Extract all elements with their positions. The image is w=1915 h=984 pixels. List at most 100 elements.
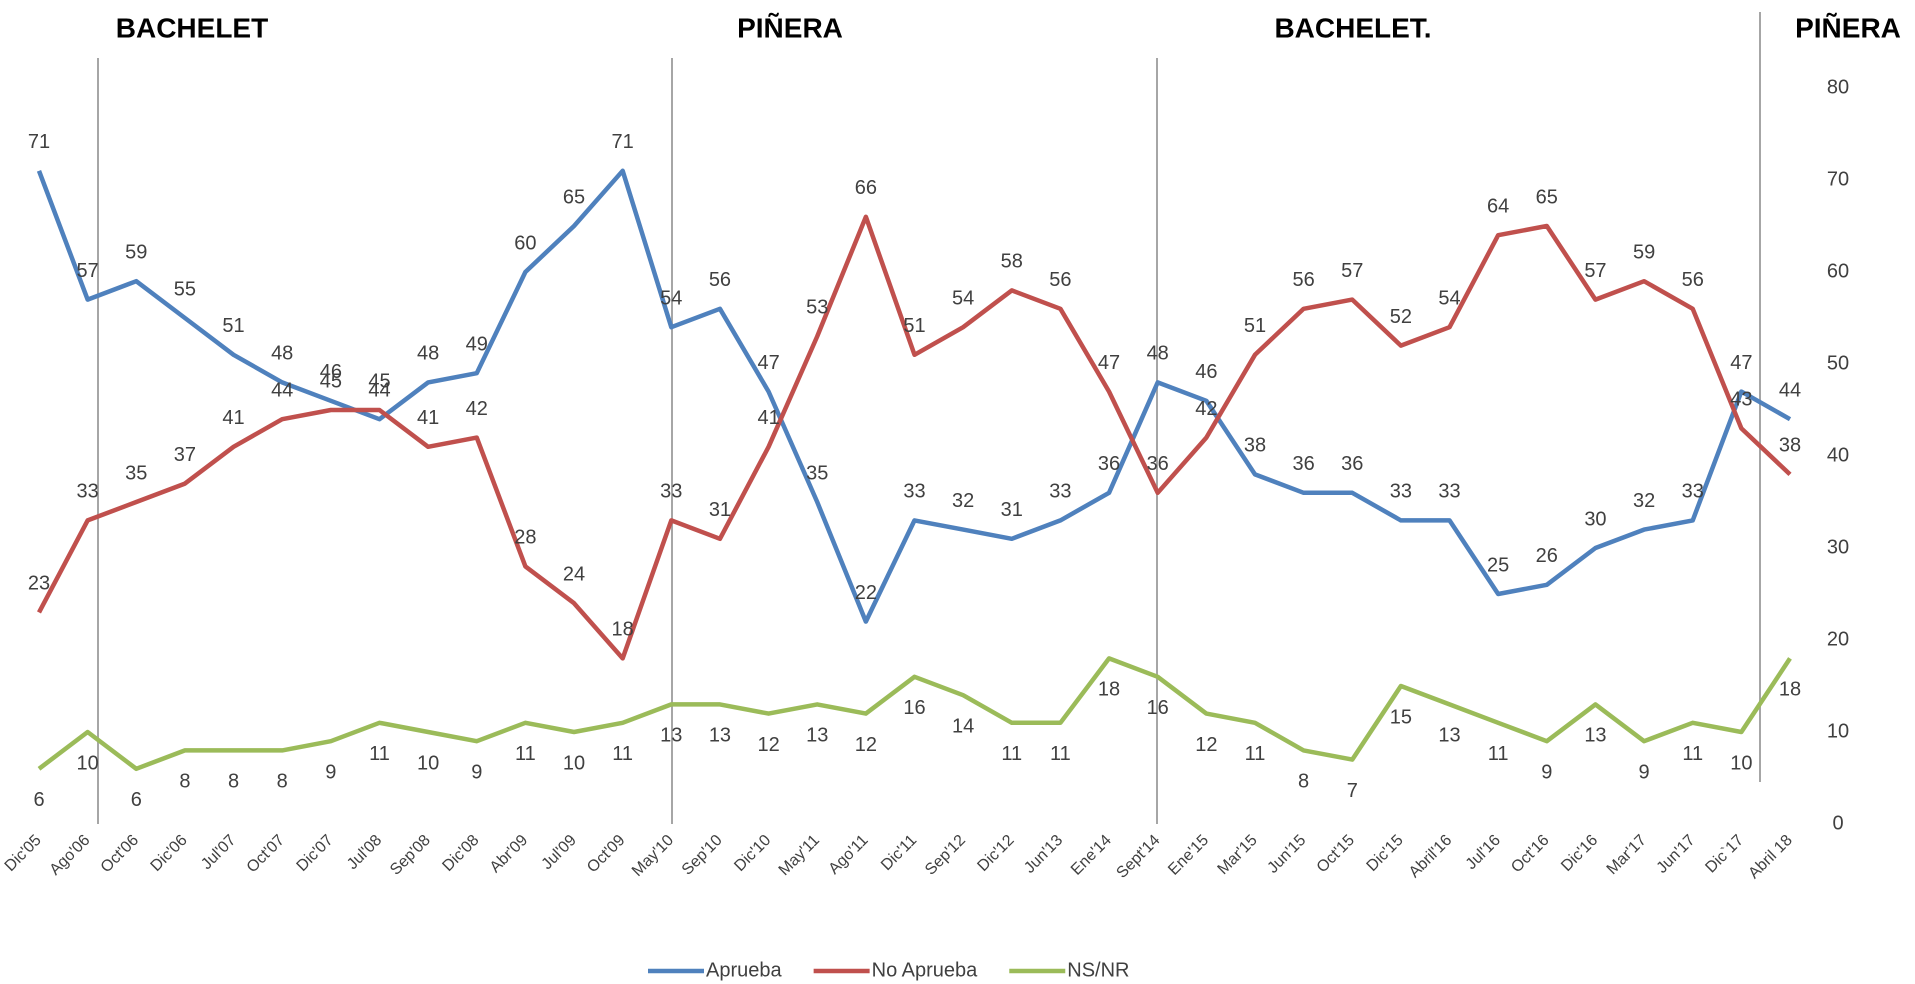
data-label: 41	[417, 407, 439, 429]
y-tick-label: 80	[1827, 76, 1849, 98]
data-label: 10	[563, 752, 585, 774]
data-label: 46	[1195, 361, 1217, 383]
data-label: 65	[1536, 186, 1558, 208]
x-tick-label: Abr'09	[487, 832, 531, 876]
legend-label: Aprueba	[706, 959, 782, 981]
data-label: 56	[709, 269, 731, 291]
x-tick-label: Dic'11	[878, 832, 920, 874]
x-tick-label: Ago'06	[47, 832, 94, 879]
data-label: 9	[325, 761, 336, 783]
x-tick-label: Ene'14	[1068, 832, 1115, 879]
data-label: 56	[1049, 269, 1071, 291]
x-tick-label: Dic'16	[1558, 832, 1601, 875]
x-tick-label: Jul'09	[539, 832, 580, 873]
data-label: 33	[660, 481, 682, 503]
data-label: 49	[466, 333, 488, 355]
data-label: 44	[271, 379, 293, 401]
data-label: 36	[1341, 453, 1363, 475]
x-tick-label: Abril 18	[1745, 832, 1795, 882]
data-label: 42	[1195, 398, 1217, 420]
period-label: BACHELET	[116, 12, 268, 43]
data-label: 51	[222, 315, 244, 337]
data-label: 23	[28, 573, 50, 595]
x-tick-label: Jun'15	[1264, 832, 1309, 877]
series-line	[37, 656, 1792, 772]
data-label: 7	[1347, 780, 1358, 802]
data-label: 56	[1682, 269, 1704, 291]
x-tick-label: Oct'06	[98, 832, 142, 876]
data-label: 41	[757, 407, 779, 429]
data-label: 32	[952, 490, 974, 512]
data-label: 58	[1001, 251, 1023, 273]
data-label: 11	[1245, 743, 1266, 765]
data-label: 41	[222, 407, 244, 429]
period-label: PIÑERA	[1795, 12, 1901, 43]
data-label: 71	[28, 131, 50, 153]
data-label: 37	[174, 444, 196, 466]
data-label: 44	[368, 379, 390, 401]
series-line	[36, 168, 1792, 624]
y-tick-label: 40	[1827, 444, 1849, 466]
data-label: 57	[77, 260, 99, 282]
x-tick-label: Mar'15	[1215, 832, 1261, 878]
data-label: 64	[1487, 195, 1509, 217]
data-label: 31	[709, 499, 731, 521]
data-label: 51	[1244, 315, 1266, 337]
data-label: 48	[271, 343, 293, 365]
data-label: 11	[1050, 743, 1071, 765]
data-label: 52	[1390, 306, 1412, 328]
data-label: 26	[1536, 545, 1558, 567]
data-label: 8	[277, 771, 288, 793]
data-label: 28	[514, 527, 536, 549]
y-tick-label: 50	[1827, 352, 1849, 374]
x-tick-label: May'10	[629, 832, 677, 880]
data-label: 13	[806, 725, 828, 747]
x-tick-label: Dic'10	[731, 832, 774, 875]
data-label: 36	[1147, 453, 1169, 475]
data-label: 13	[1438, 725, 1460, 747]
x-tick-label: Ene'15	[1165, 832, 1212, 879]
y-tick-label: 20	[1827, 628, 1849, 650]
x-tick-label: Dic'08	[439, 832, 482, 875]
data-label: 57	[1584, 260, 1606, 282]
x-tick-label: Sep'08	[387, 832, 434, 879]
data-label: 11	[1682, 743, 1703, 765]
data-label: 55	[174, 278, 196, 300]
legend-label: NS/NR	[1067, 959, 1129, 981]
data-label: 45	[368, 370, 390, 392]
data-label: 33	[1390, 481, 1412, 503]
data-label: 11	[612, 743, 633, 765]
data-label: 14	[952, 715, 974, 737]
x-tick-label: Abril'16	[1406, 832, 1455, 881]
data-label: 35	[806, 462, 828, 484]
x-tick-label: Mar'17	[1604, 832, 1650, 878]
data-label: 33	[903, 481, 925, 503]
data-label: 38	[1779, 435, 1801, 457]
data-label: 47	[757, 352, 779, 374]
data-label: 18	[1779, 679, 1801, 701]
data-label: 60	[514, 232, 536, 254]
data-label: 32	[1633, 490, 1655, 512]
data-label: 33	[1438, 481, 1460, 503]
data-label: 8	[1298, 771, 1309, 793]
data-label: 53	[806, 297, 828, 319]
data-label: 31	[1001, 499, 1023, 521]
x-tick-label: Ago'11	[826, 832, 872, 878]
data-label: 12	[1195, 734, 1217, 756]
data-label: 25	[1487, 554, 1509, 576]
data-label: 42	[466, 398, 488, 420]
data-label: 24	[563, 563, 585, 585]
data-label: 15	[1390, 706, 1412, 728]
data-label: 11	[1001, 743, 1022, 765]
data-label: 8	[228, 771, 239, 793]
y-tick-label: 60	[1827, 260, 1849, 282]
data-label: 59	[1633, 241, 1655, 263]
x-tick-label: Oct'07	[244, 832, 288, 876]
data-label: 11	[369, 743, 390, 765]
data-label: 6	[33, 789, 44, 811]
data-label: 36	[1098, 453, 1120, 475]
series-line	[37, 214, 1792, 661]
x-tick-label: Jul'07	[198, 832, 239, 873]
data-label: 9	[471, 761, 482, 783]
data-label: 13	[709, 725, 731, 747]
